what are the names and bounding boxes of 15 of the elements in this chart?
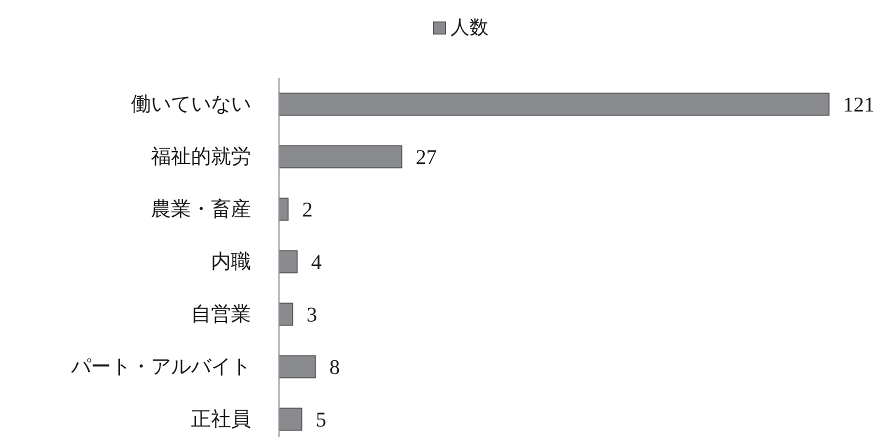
data-label: 3 [306,302,318,326]
data-label: 4 [311,250,322,274]
y-tick-label: パート・アルバイト [70,356,251,378]
y-tick-label: 自営業 [191,303,251,326]
data-label: 121 [843,92,874,116]
y-tick-label: 内職 [211,250,251,273]
legend-label: 人数 [450,18,488,38]
data-label: 2 [302,197,313,222]
y-tick-label: 働いていない [131,93,251,116]
y-tick-label: 福祉的就労 [151,146,251,168]
y-tick-label: 農業・畜産 [151,197,251,220]
y-tick-label: 正社員 [191,408,251,430]
data-label: 5 [316,407,326,432]
data-label: 8 [329,354,340,379]
data-label: 27 [416,144,437,169]
